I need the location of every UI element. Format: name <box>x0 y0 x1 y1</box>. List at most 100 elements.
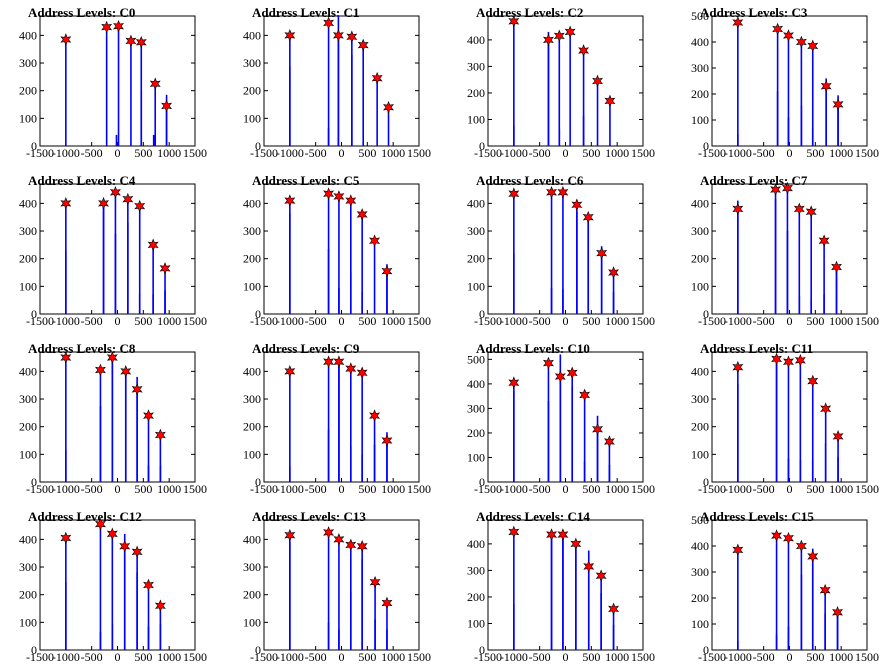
star-icon <box>113 19 125 33</box>
y-tick-label: 0 <box>255 307 261 321</box>
y-tick-label: 200 <box>691 87 709 101</box>
star-icon <box>60 197 72 210</box>
star-icon <box>60 33 72 46</box>
x-tick-label: -1500 <box>250 146 278 160</box>
star-icon <box>508 376 520 389</box>
x-tick-label: 500 <box>582 650 600 664</box>
y-tick-label: 0 <box>31 139 37 153</box>
y-tick-label: 0 <box>703 307 709 321</box>
y-tick-label: 200 <box>243 84 261 98</box>
y-tick-label: 100 <box>19 615 37 629</box>
y-tick-label: 200 <box>691 591 709 605</box>
y-tick-label: 300 <box>467 401 485 415</box>
x-tick-label: 0 <box>563 482 569 496</box>
star-icon <box>134 199 146 213</box>
star-icon <box>383 100 394 114</box>
x-tick-label: 1000 <box>381 650 405 664</box>
y-tick-label: 300 <box>19 560 37 574</box>
star-icon <box>557 185 569 199</box>
star-icon <box>608 602 620 616</box>
y-tick-label: 0 <box>479 475 485 489</box>
chart-title: Address Levels: C14 <box>476 509 590 524</box>
star-icon <box>357 38 369 52</box>
y-tick-label: 400 <box>691 539 709 553</box>
y-tick-label: 200 <box>467 590 485 604</box>
x-tick-label: -1500 <box>250 314 278 328</box>
y-tick-label: 0 <box>255 139 261 153</box>
y-tick-label: 400 <box>243 364 261 378</box>
y-tick-label: 0 <box>31 475 37 489</box>
y-tick-label: 400 <box>467 33 485 47</box>
y-tick-label: 100 <box>243 615 261 629</box>
chart-title: Address Levels: C12 <box>28 509 142 524</box>
x-tick-label: -500 <box>753 146 775 160</box>
x-tick-label: 1000 <box>157 650 181 664</box>
plot-frame <box>487 519 644 651</box>
y-tick-label: 400 <box>19 532 37 546</box>
star-icon <box>592 74 604 88</box>
star-icon <box>356 539 368 553</box>
x-tick-label: 1500 <box>183 650 207 664</box>
chart-panel: Address Levels: C6 0 100 200 300 400 -1500-100… <box>467 173 655 328</box>
x-tick-label: 1500 <box>631 146 655 160</box>
x-tick-label: -500 <box>529 314 551 328</box>
x-tick-label: 1000 <box>381 482 405 496</box>
x-tick-label: 0 <box>787 314 793 328</box>
y-tick-label: 200 <box>19 588 37 602</box>
y-tick-label: 200 <box>243 420 261 434</box>
star-icon <box>795 35 807 49</box>
x-tick-label: -1000 <box>724 314 752 328</box>
star-icon <box>149 77 161 91</box>
x-tick-label: -500 <box>81 650 103 664</box>
x-tick-label: 1500 <box>631 650 655 664</box>
x-tick-label: -500 <box>305 650 327 664</box>
chart-panel: Address Levels: C4 0 100 200 300 400 -1500-100… <box>19 173 207 328</box>
star-icon <box>333 355 345 368</box>
y-tick-label: 100 <box>19 279 37 293</box>
y-tick-label: 100 <box>243 447 261 461</box>
star-icon <box>805 205 817 218</box>
y-tick-label: 300 <box>19 392 37 406</box>
star-icon <box>807 550 819 563</box>
y-tick-label: 400 <box>691 364 709 378</box>
y-tick-label: 200 <box>467 252 485 266</box>
x-tick-label: 0 <box>787 650 793 664</box>
x-tick-label: -1000 <box>276 314 304 328</box>
star-icon <box>771 352 783 366</box>
star-icon <box>333 533 345 546</box>
x-tick-label: 0 <box>339 314 345 328</box>
x-tick-label: -1000 <box>276 482 304 496</box>
x-tick-label: -1500 <box>26 650 54 664</box>
x-tick-label: 1000 <box>157 314 181 328</box>
y-tick-label: 100 <box>467 450 485 464</box>
star-icon <box>782 531 794 545</box>
star-icon <box>98 197 110 210</box>
plot-frame <box>711 183 868 315</box>
y-tick-label: 400 <box>467 537 485 551</box>
chart-title: Address Levels: C3 <box>700 5 808 20</box>
star-icon <box>332 29 344 42</box>
x-tick-label: -1500 <box>698 650 726 664</box>
plot-frame <box>263 183 420 315</box>
star-icon <box>732 16 744 29</box>
y-tick-label: 400 <box>467 196 485 210</box>
star-icon <box>154 428 166 442</box>
y-tick-label: 100 <box>243 279 261 293</box>
star-icon <box>603 435 615 448</box>
x-tick-label: 1500 <box>407 146 431 160</box>
star-icon <box>147 238 159 252</box>
x-tick-label: 1500 <box>183 482 207 496</box>
x-tick-label: 500 <box>134 482 152 496</box>
y-tick-label: 100 <box>691 279 709 293</box>
x-tick-label: -500 <box>305 482 327 496</box>
y-tick-label: 100 <box>691 113 709 127</box>
plot-frame <box>487 15 644 147</box>
y-tick-label: 100 <box>691 447 709 461</box>
x-tick-label: 0 <box>563 650 569 664</box>
star-icon <box>772 22 784 36</box>
chart-panel: Address Levels: C9 0 100 200 300 400 -1500-100… <box>243 341 431 496</box>
x-tick-label: 1000 <box>605 482 629 496</box>
x-tick-label: -1000 <box>500 146 528 160</box>
y-tick-label: 400 <box>19 364 37 378</box>
